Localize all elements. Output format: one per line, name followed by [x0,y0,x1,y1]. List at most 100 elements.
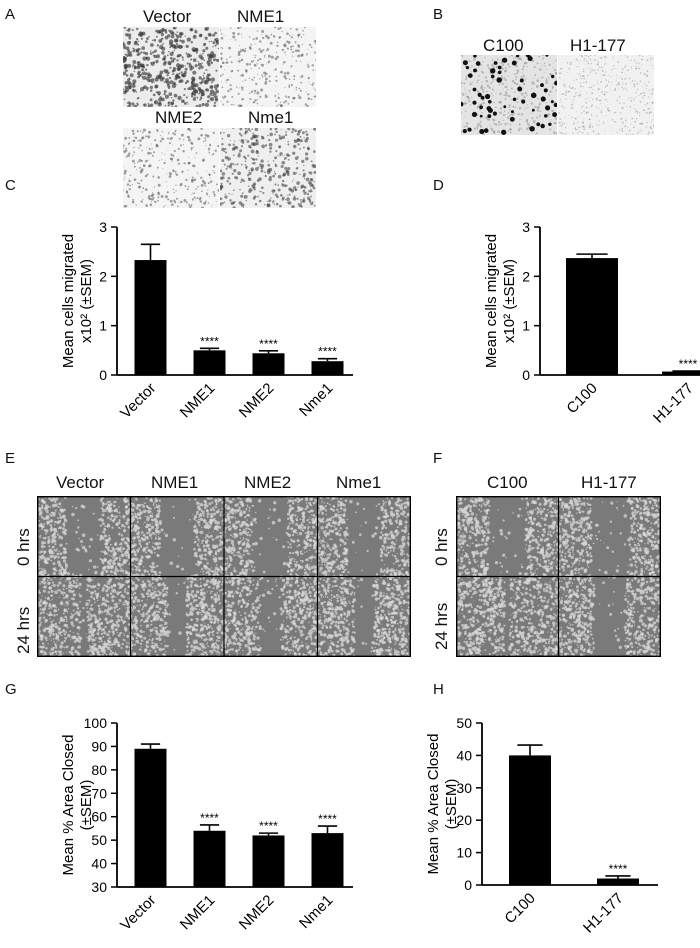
panel-a-label-vector: Vector [143,7,192,26]
x-tick-label: NME2 [236,892,277,933]
chart-g-area-closed: 30 40 50 60 70 80 90 100 Mean % Area Closed (±SEM… [60,715,353,934]
wound-cells [37,574,132,657]
micrograph-b-c100 [461,55,557,135]
chart-c-migration: 0 1 2 3 Mean cells migrated x10² (±SEM) Vector… [60,219,353,422]
y-tick-label: 70 [91,785,107,801]
x-tick-label: NME2 [236,380,277,421]
y-tick-label: 50 [456,715,472,731]
wound-grid-e [37,496,411,657]
panel-label-e: E [5,450,16,467]
panel-label-a: A [5,6,16,23]
wound-grid-f [456,496,661,657]
y-axis-label: Mean cells migrated [60,234,77,368]
significance-label: **** [200,334,219,348]
wound-cells [557,496,661,578]
panel-label-b: B [433,6,444,23]
stained-cells [461,55,557,135]
wound-cells [129,575,226,657]
panel-label-h: H [433,681,444,698]
bar [193,350,226,375]
y-axis-label: Mean cells migrated [483,234,500,368]
micrograph-a-nme1 [220,27,316,107]
y-tick-label: 1 [99,318,107,334]
panel-b-label-c100: C100 [483,36,524,55]
y-axis-label: x10² (±SEM) [78,259,95,343]
panel-a-label-nme1-mouse: Nme1 [248,108,294,127]
panel-label-c: C [5,177,16,194]
y-tick-label: 0 [522,367,530,383]
x-tick-label: NME1 [177,892,218,933]
y-axis-label: Mean % Area Closed [60,735,77,876]
significance-label: **** [259,337,278,351]
y-tick-label: 2 [99,268,107,284]
y-tick-label: 30 [91,879,107,895]
micrograph-texture [220,128,316,208]
y-tick-label: 20 [456,812,472,828]
significance-label: **** [609,862,628,876]
y-tick-label: 3 [522,219,530,235]
significance-label: **** [200,811,219,825]
y-axis-label: x10² (±SEM) [501,259,518,343]
y-tick-label: 100 [84,715,108,731]
x-tick-label: H1-177 [580,890,627,937]
bar [193,830,226,887]
significance-label: **** [259,819,278,833]
x-tick-label: Nme1 [296,892,336,932]
y-tick-label: 40 [456,747,472,763]
y-axis-label: (±SEM) [78,780,95,831]
y-tick-label: 0 [464,877,472,893]
x-tick-label: C100 [563,380,600,417]
bar [252,353,285,375]
chart-h-area-closed: 0 10 20 30 40 50 Mean % Area Closed (±SEM) C100 *… [425,715,658,937]
panel-f-row-0hrs: 0 hrs [432,528,451,566]
panel-a-label-nme1: NME1 [237,7,285,26]
y-tick-label: 2 [522,268,530,284]
y-tick-label: 40 [91,856,107,872]
y-tick-label: 60 [91,809,107,825]
y-tick-label: 3 [99,219,107,235]
bar [311,833,344,887]
wound-grid-lines [456,496,661,657]
x-tick-label: NME1 [177,380,218,421]
wound-grid-lines [37,496,411,657]
bar [597,878,639,885]
micrograph-a-nme2 [123,128,219,208]
bar [252,835,285,887]
wound-cells [456,496,560,578]
y-tick-label: 80 [91,762,107,778]
panel-f-label-h1-177: H1-177 [581,473,637,492]
micrograph-texture [220,27,316,107]
y-tick-label: 0 [99,367,107,383]
panel-label-f: F [433,450,443,467]
micrograph-b-h1-177 [558,55,654,135]
panel-b-label-h1-177: H1-177 [570,36,626,55]
bar [566,258,618,375]
panel-label-g: G [5,681,17,698]
panel-f-row-24hrs: 24 hrs [432,602,451,650]
wound-frame [456,496,661,657]
y-tick-label: 30 [456,780,472,796]
significance-label: **** [318,345,337,359]
panel-e-label-nme1-mouse: Nme1 [336,473,382,492]
y-tick-label: 1 [522,318,530,334]
panel-f-label-c100: C100 [487,473,528,492]
panel-label-d: D [433,177,444,194]
significance-label: **** [318,812,337,826]
x-tick-label: Vector [117,892,159,934]
bar [509,755,551,885]
panel-e-label-nme1: NME1 [151,473,199,492]
wound-cells [223,575,319,657]
bar [311,361,344,375]
wound-cells [315,575,411,657]
wound-frame [37,496,411,657]
x-tick-label: Nme1 [296,380,336,420]
micrograph-a-nme1-mouse [220,128,316,208]
micrograph-texture [123,27,219,107]
y-axis-label: Mean % Area Closed [425,734,442,875]
micrograph-a-vector [123,27,219,107]
significance-label: **** [679,357,698,371]
chart-d-migration: 0 1 2 3 Mean cells migrated x10² (±SEM) C100 **… [483,219,700,427]
x-tick-label: H1-177 [650,380,697,427]
panel-e-label-vector: Vector [56,473,105,492]
panel-a-label-nme2: NME2 [155,108,203,127]
